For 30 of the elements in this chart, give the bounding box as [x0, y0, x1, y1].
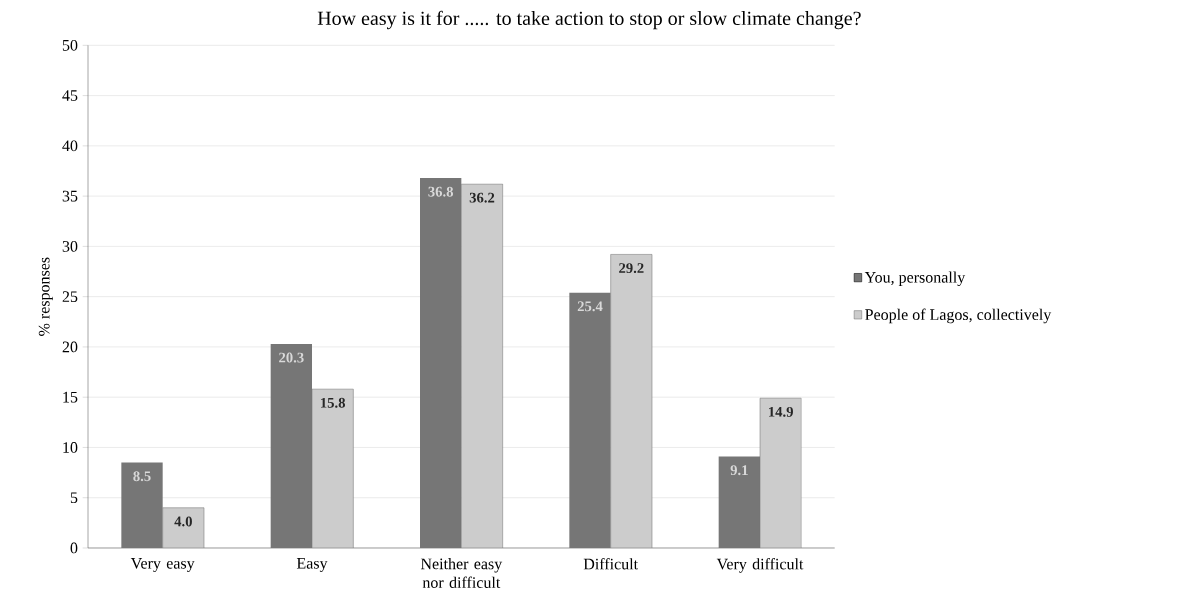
- data-label: 20.3: [279, 352, 304, 363]
- data-label: 4.0: [174, 516, 192, 527]
- y-tick-label: 35: [62, 190, 78, 202]
- data-label: 29.2: [619, 263, 644, 274]
- data-label: 9.1: [730, 465, 748, 476]
- y-tick-label: 45: [62, 90, 78, 101]
- data-label: 15.8: [321, 397, 346, 408]
- y-tick-label: 15: [63, 391, 78, 403]
- x-tick-label: Difficult: [583, 558, 638, 570]
- y-tick-label: 50: [62, 39, 78, 51]
- data-label: 36.2: [469, 192, 495, 203]
- y-tick-label: 0: [70, 542, 78, 554]
- y-tick-label: 5: [70, 492, 78, 504]
- data-label: 14.9: [769, 406, 793, 417]
- y-axis-title: % responses: [38, 257, 53, 336]
- y-tick-label: 30: [62, 240, 78, 252]
- y-tick-label: 25: [62, 291, 78, 303]
- x-tick-label: Very easy: [130, 558, 195, 572]
- legend-label: You, personally: [864, 271, 966, 287]
- y-tick-label: 10: [63, 442, 78, 453]
- data-label: 36.8: [428, 186, 454, 197]
- data-label: 25.4: [577, 301, 603, 312]
- x-tick-label: Neither easy nor difficult: [420, 558, 503, 588]
- legend-label: People of Lagos, collectively: [865, 308, 1052, 324]
- data-label: 8.5: [133, 471, 151, 482]
- chart-title: How easy is it for ..... to take action to stop or slow climate change?: [317, 10, 861, 30]
- x-tick-label: Very difficult: [716, 558, 804, 573]
- x-tick-label: Easy: [296, 558, 328, 572]
- y-tick-label: 40: [62, 140, 78, 152]
- y-tick-label: 20: [62, 341, 78, 353]
